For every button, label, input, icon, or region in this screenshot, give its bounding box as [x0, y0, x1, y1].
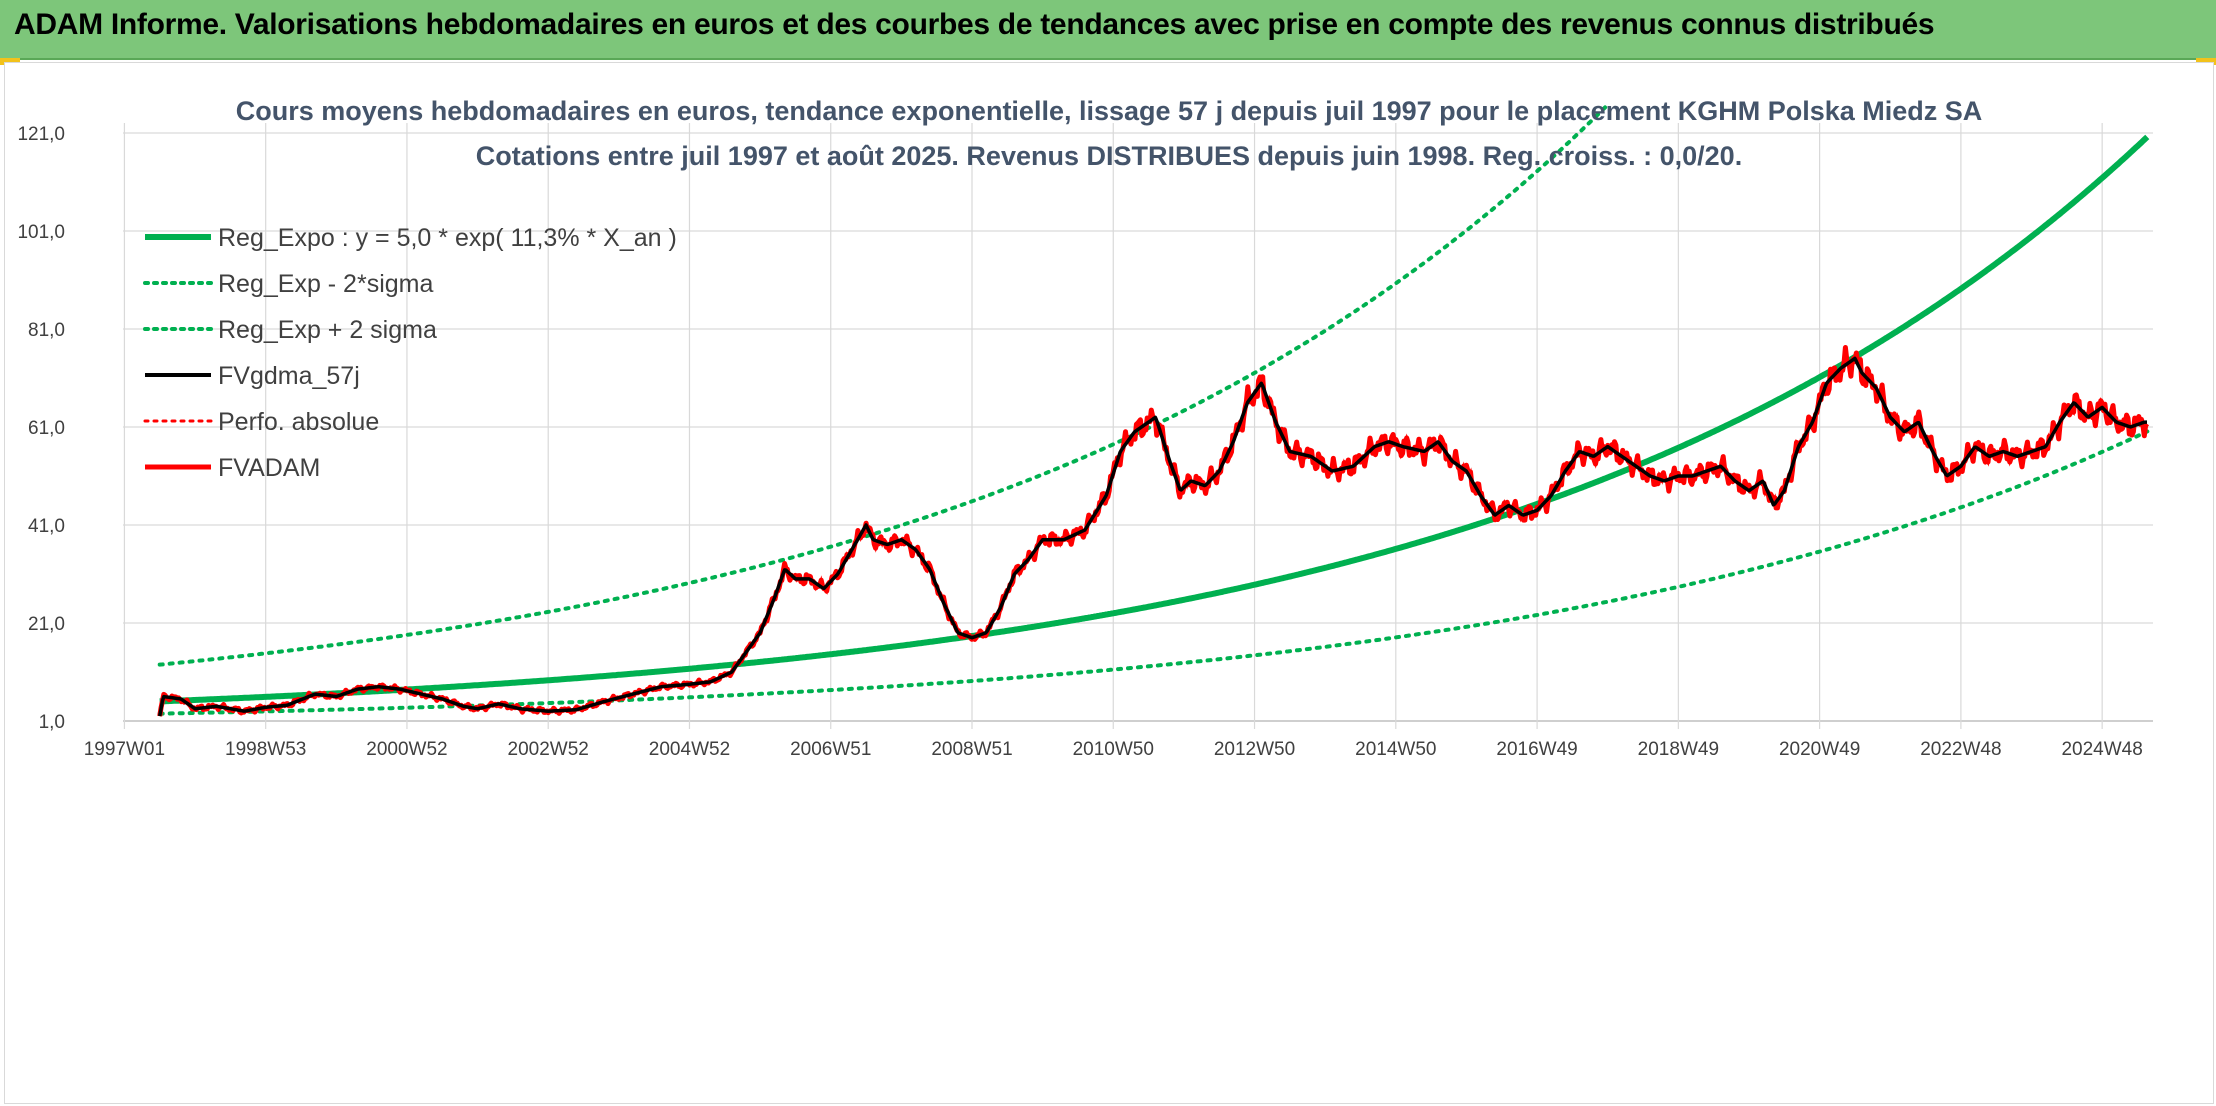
series-reg-minus-2sigma [157, 429, 2150, 716]
chart-area: 1,0 21,0 41,0 61,0 81,0 101,0 121,0 1997W01 1998… [4, 62, 2214, 1104]
series-reg-plus-2sigma [157, 102, 1610, 667]
y-tick-label: 81,0 [28, 320, 65, 341]
x-tick-label: 2008W51 [931, 739, 1012, 760]
chart-title-line1: Cours moyens hebdomadaires en euros, ten… [236, 96, 1983, 126]
series-reg-expo [159, 134, 2150, 705]
y-tick-label: 41,0 [28, 516, 65, 537]
x-tick-label: 2004W52 [649, 739, 730, 760]
x-tick-label: 2022W48 [1920, 739, 2001, 760]
x-tick-label: 2024W48 [2061, 739, 2142, 760]
legend-label: Reg_Exp - 2*sigma [218, 270, 433, 298]
series-perfo-absolue [158, 347, 2149, 717]
legend-label: Reg_Exp + 2 sigma [218, 316, 437, 344]
y-tick-label: 121,0 [17, 124, 65, 145]
legend-label: FVADAM [218, 454, 320, 482]
series-fvgdma-57j [157, 356, 2148, 717]
chart-title-line2: Cotations entre juil 1997 et août 2025. … [476, 141, 1742, 171]
corner-accent-left [0, 58, 20, 65]
axis-labels: 1,0 21,0 41,0 61,0 81,0 101,0 121,0 1997W01 1998… [17, 124, 2142, 760]
y-tick-label: 101,0 [17, 222, 65, 243]
x-tick-label: 2018W49 [1638, 739, 1719, 760]
legend-label: Reg_Expo : y = 5,0 * exp( 11,3% * X_an ) [218, 224, 677, 252]
series-fvadam [157, 345, 2150, 717]
legend-label: Perfo. absolue [218, 408, 379, 436]
x-tick-label: 2014W50 [1355, 739, 1436, 760]
y-tick-label: 61,0 [28, 418, 65, 439]
report-banner: ADAM Informe. Valorisations hebdomadaire… [0, 0, 2216, 60]
legend: Reg_Expo : y = 5,0 * exp( 11,3% * X_an )… [143, 224, 677, 482]
x-tick-label: 1998W53 [225, 739, 306, 760]
x-tick-label: 2016W49 [1496, 739, 1577, 760]
line-chart: 1,0 21,0 41,0 61,0 81,0 101,0 121,0 1997W01 1998… [17, 96, 2153, 760]
x-tick-label: 1997W01 [84, 739, 165, 760]
x-tick-label: 2012W50 [1214, 739, 1295, 760]
corner-accent-right [2196, 58, 2216, 65]
x-tick-label: 2000W52 [366, 739, 447, 760]
x-tick-label: 2002W52 [508, 739, 589, 760]
x-tick-label: 2020W49 [1779, 739, 1860, 760]
series-group [157, 102, 2150, 717]
y-tick-label: 1,0 [39, 712, 65, 733]
legend-label: FVgdma_57j [218, 362, 360, 390]
x-tick-label: 2010W50 [1073, 739, 1154, 760]
y-tick-label: 21,0 [28, 614, 65, 635]
x-tick-label: 2006W51 [790, 739, 871, 760]
report-title: ADAM Informe. Valorisations hebdomadaire… [14, 8, 1935, 41]
